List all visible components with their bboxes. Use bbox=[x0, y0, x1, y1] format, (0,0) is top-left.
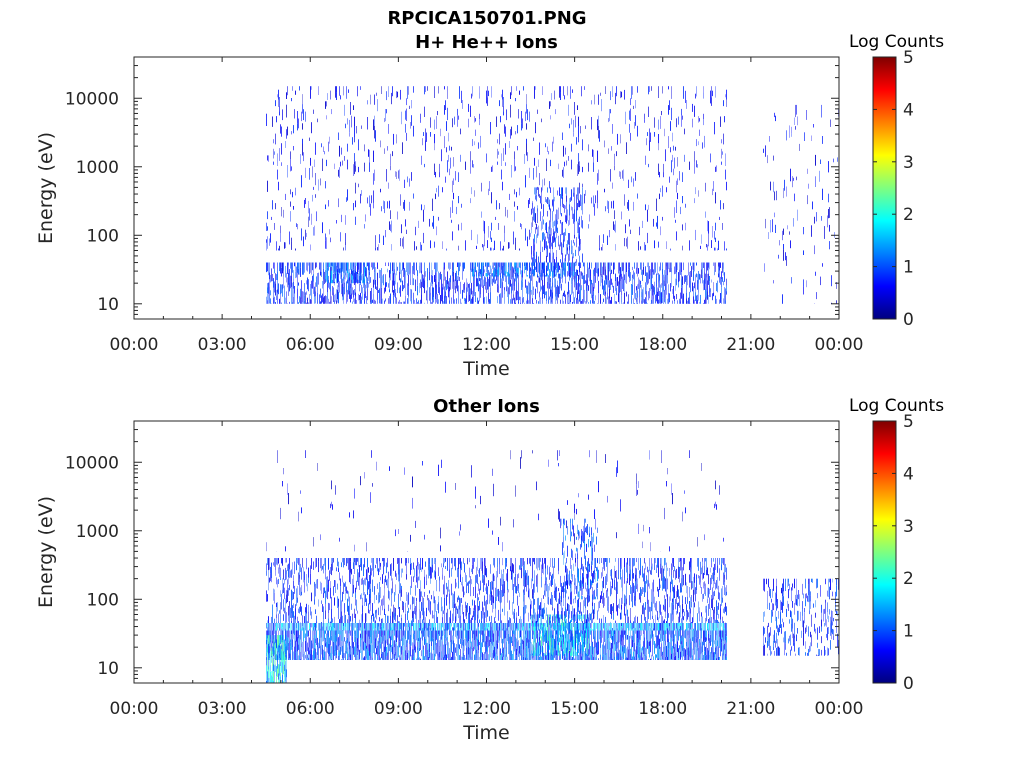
y-tick-label: 100 bbox=[87, 226, 119, 246]
x-tick-label: 03:00 bbox=[198, 335, 247, 355]
x-tick-label: 21:00 bbox=[726, 335, 775, 355]
y-axis-label: Energy (eV) bbox=[35, 132, 57, 244]
colorbar-tick-label: 0 bbox=[903, 310, 914, 330]
panel-other-ions: Other Ions 00:00 03:00 06:00 09:00 12:00 15:00… bbox=[35, 396, 944, 744]
x-tick-label: 15:00 bbox=[550, 699, 599, 719]
spectrogram-band bbox=[266, 450, 724, 552]
y-axis-label: Energy (eV) bbox=[35, 496, 57, 608]
x-tick-label: 18:00 bbox=[638, 699, 687, 719]
x-tick-label: 15:00 bbox=[550, 335, 599, 355]
x-tick-label: 06:00 bbox=[286, 335, 335, 355]
spectrogram-band bbox=[763, 104, 839, 304]
y-tick-label: 100 bbox=[87, 590, 119, 610]
y-tick-label: 10 bbox=[97, 659, 119, 679]
colorbar-title: Log Counts bbox=[849, 32, 944, 52]
x-tick-label: 03:00 bbox=[198, 699, 247, 719]
colorbar-tick-label: 0 bbox=[903, 674, 914, 694]
panel-title: Other Ions bbox=[433, 396, 540, 417]
colorbar-tick-label: 5 bbox=[903, 412, 914, 432]
x-tick-label: 21:00 bbox=[726, 699, 775, 719]
x-tick-label: 06:00 bbox=[286, 699, 335, 719]
y-tick-label: 10000 bbox=[65, 89, 119, 109]
x-tick-label: 09:00 bbox=[374, 335, 423, 355]
x-tick-label: 09:00 bbox=[374, 699, 423, 719]
x-axis-label: Time bbox=[462, 722, 510, 744]
colorbar-title: Log Counts bbox=[849, 396, 944, 416]
spectrogram-band bbox=[763, 578, 839, 656]
y-tick-label: 1000 bbox=[76, 522, 119, 542]
spectrogram-band bbox=[266, 86, 727, 251]
colorbar-tick-label: 3 bbox=[903, 153, 914, 173]
x-axis-label: Time bbox=[462, 358, 510, 380]
colorbar bbox=[872, 420, 897, 684]
spectrogram-pixels bbox=[266, 450, 839, 683]
panel-h-he-ions: H+ He++ Ions 00:00 03:00 06:00 09:00 12:00 15:… bbox=[35, 32, 944, 380]
colorbar bbox=[872, 56, 897, 320]
y-tick-label: 10000 bbox=[65, 453, 119, 473]
colorbar-tick-label: 1 bbox=[903, 258, 914, 278]
x-tick-label: 12:00 bbox=[462, 699, 511, 719]
x-tick-label: 00:00 bbox=[110, 699, 159, 719]
panel-title: H+ He++ Ions bbox=[415, 32, 558, 53]
x-tick-label: 00:00 bbox=[815, 335, 864, 355]
x-tick-label: 12:00 bbox=[462, 335, 511, 355]
y-tick-label: 10 bbox=[97, 295, 119, 315]
spectrogram-pixels bbox=[266, 86, 839, 304]
spectrogram-band bbox=[266, 635, 287, 683]
spectrogram-band bbox=[560, 518, 598, 600]
colorbar-tick-label: 4 bbox=[903, 100, 914, 120]
x-tick-label: 00:00 bbox=[815, 699, 864, 719]
x-tick-label: 00:00 bbox=[110, 335, 159, 355]
colorbar-tick-label: 4 bbox=[903, 464, 914, 484]
colorbar-tick-label: 3 bbox=[903, 517, 914, 537]
spectrogram-band bbox=[266, 558, 727, 624]
spectrogram-band bbox=[325, 262, 369, 284]
x-tick-label: 18:00 bbox=[638, 335, 687, 355]
spectrogram-band bbox=[266, 630, 727, 660]
spectrogram-band bbox=[472, 262, 575, 277]
colorbar-tick-label: 5 bbox=[903, 48, 914, 68]
colorbar-tick-label: 2 bbox=[903, 569, 914, 589]
colorbar-tick-label: 1 bbox=[903, 622, 914, 642]
figure-title: RPCICA150701.PNG bbox=[387, 8, 586, 29]
spectrogram-band bbox=[266, 262, 727, 304]
spectrogram-band bbox=[531, 187, 583, 263]
y-tick-label: 1000 bbox=[76, 158, 119, 178]
colorbar-tick-label: 2 bbox=[903, 205, 914, 225]
spectrogram-band bbox=[266, 623, 727, 631]
